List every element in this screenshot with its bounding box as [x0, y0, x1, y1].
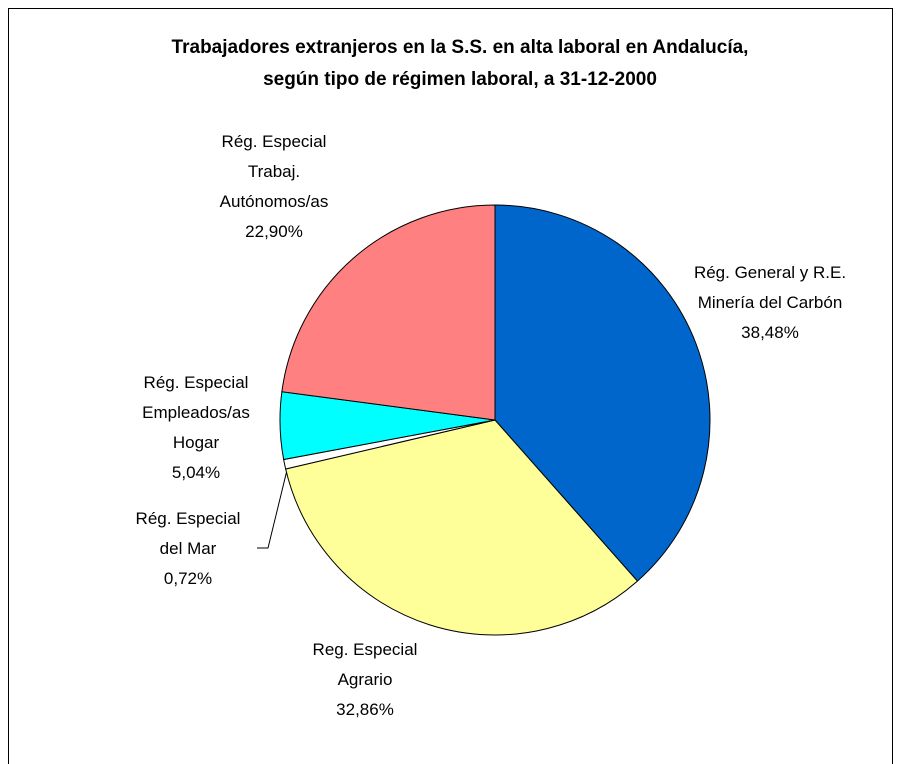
value-label: 22,90%: [245, 222, 303, 241]
category-label: Rég. Especial Empleados/as Hogar: [142, 373, 250, 452]
pie-slice: [281, 204, 496, 421]
category-label: Reg. Especial Agrario: [312, 640, 418, 689]
slice-label: Rég. Especial del Mar 0,72%: [128, 504, 248, 594]
value-label: 38,48%: [741, 323, 799, 342]
pie-slice: [494, 204, 711, 582]
value-label: 0,72%: [163, 569, 213, 588]
chart-frame: [8, 8, 893, 764]
slice-label: Reg. Especial Agrario 32,86%: [300, 635, 430, 725]
value-label: 32,86%: [336, 700, 394, 719]
leader-line: [257, 465, 289, 549]
slice-label: Rég. Especial Empleados/as Hogar 5,04%: [131, 368, 261, 488]
chart-title: Trabajadores extranjeros en la S.S. en a…: [171, 37, 749, 90]
pie-slice: [285, 419, 639, 636]
value-label: 5,04%: [171, 463, 221, 482]
category-label: Rég. Especial Trabaj. Autónomos/as: [219, 132, 329, 211]
slice-label: Rég. Especial Trabaj. Autónomos/as 22,90%: [209, 127, 339, 247]
category-label: Rég. Especial del Mar: [135, 509, 241, 558]
slice-label: Rég. General y R.E. Minería del Carbón 38…: [690, 258, 850, 348]
category-label: Rég. General y R.E. Minería del Carbón: [693, 263, 847, 312]
